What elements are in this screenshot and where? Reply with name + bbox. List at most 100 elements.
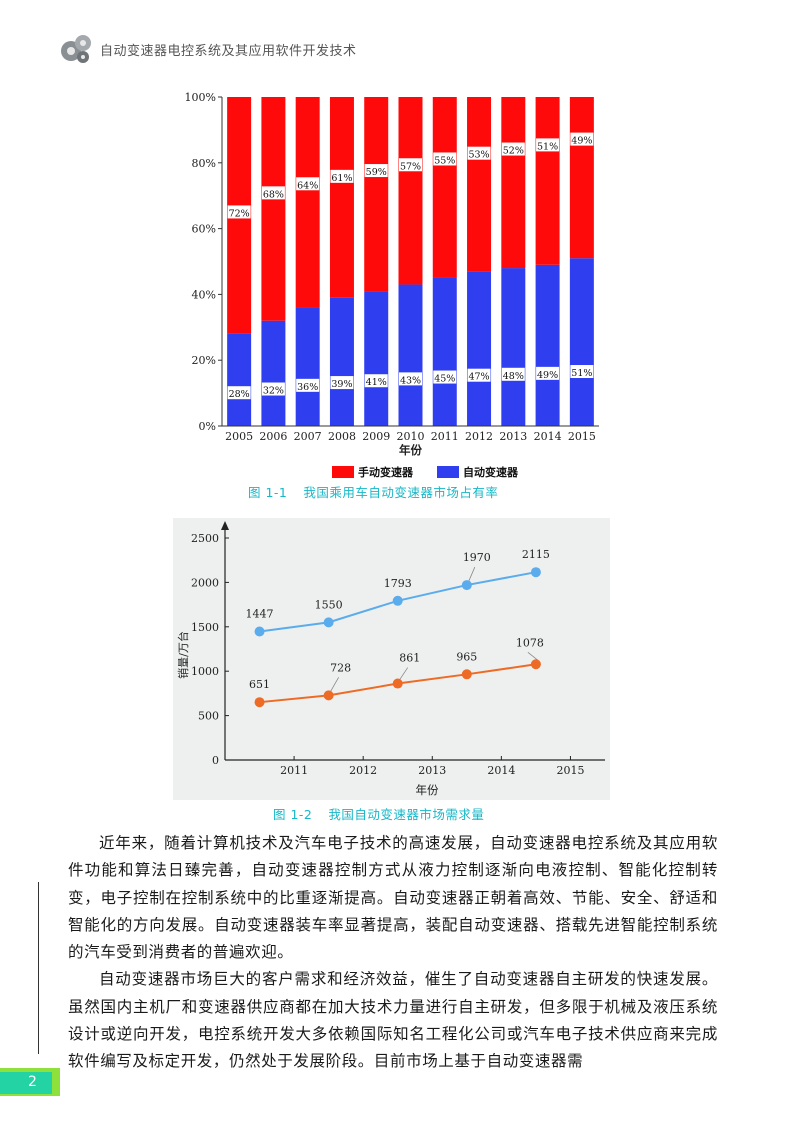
x-tick-label: 2011 [280,764,308,777]
bar-label-box [364,374,388,388]
x-tick-label: 2014 [487,764,515,777]
figure2-caption-text: 我国自动变速器市场需求量 [328,807,485,822]
bar-label-box [261,186,285,200]
label-leader [330,677,339,692]
bar-label-box [227,386,251,400]
x-tick-label: 2006 [259,430,287,443]
bar-label-box [261,382,285,396]
label-leader [399,667,409,680]
x-tick-label: 2012 [465,430,493,443]
x-axis-label: 年份 [399,443,422,457]
bar-label-manual: 49% [571,136,592,147]
header-title: 自动变速器电控系统及其应用软件开发技术 [100,44,357,59]
y-tick-label: 0% [199,420,216,433]
y-tick-label: 100% [185,91,216,104]
bar-label-box [467,146,491,160]
bar-label-auto: 32% [263,386,284,397]
body-text: 近年来，随着计算机技术及汽车电子技术的高速发展，自动变速器电控系统及其应用软件功… [68,830,718,1076]
y-tick-label: 500 [198,710,219,723]
y-tick-label: 0 [212,754,219,767]
bar-auto [501,268,526,426]
label-leader [468,566,476,582]
bar-label-manual: 64% [297,180,318,191]
data-point [254,697,265,708]
bar-auto [295,307,320,426]
bar-manual [501,97,526,269]
demand-line-chart: 0 500 1000 1500 2000 2500 2011 2012 2013 2014 2015… [176,521,605,797]
y-axis-label: 销量/万台 [176,631,190,679]
data-point [461,669,472,680]
figure1-caption-text: 我国乘用车自动变速器市场占有率 [303,485,499,500]
bar-label-box [467,368,491,382]
bar-label-box [536,366,560,380]
bar-auto [398,284,423,426]
bar-manual [261,97,286,321]
x-tick-label: 2010 [397,430,425,443]
y-tick-label: 60% [192,223,216,236]
legend-swatch-manual [332,466,354,478]
bar-label-box [227,205,251,219]
bar-label-auto: 49% [537,370,558,381]
bar-label-manual: 51% [537,141,558,152]
bar-auto [227,333,252,426]
figure2-background [173,518,610,800]
data-point [392,678,403,689]
data-label: 1078 [516,636,544,649]
bar-manual [535,97,560,265]
data-label: 965 [456,650,477,663]
bar-label-box [399,158,422,172]
bar-label-box [570,132,594,146]
bar-auto [432,277,457,426]
bar-label-auto: 51% [571,368,592,379]
bar-label-manual: 59% [366,167,387,178]
x-tick-label: 2012 [349,764,377,777]
bar-label-auto: 43% [400,375,421,386]
page-header: 自动变速器电控系统及其应用软件开发技术 [0,0,798,80]
bar-manual [295,97,320,308]
data-label: 728 [330,661,351,674]
bar-label-auto: 45% [434,374,455,385]
bar-manual [329,97,354,298]
bar-label-box [399,372,422,386]
legend-label-auto: 自动变速器 [463,465,519,479]
paragraph-2: 自动变速器市场巨大的客户需求和经济效益，催生了自动变速器自主研发的快速发展。虽然… [68,970,718,1071]
y-tick-label: 20% [192,354,216,367]
y-tick-label: 2000 [191,576,219,589]
bar-label-auto: 39% [331,379,352,390]
bar-label-box [536,138,560,152]
bar-label-auto: 36% [297,382,318,393]
bar-label-manual: 52% [503,146,524,157]
bar-label-box [296,378,320,392]
bar-label-box [501,142,525,156]
y-tick-label: 40% [192,288,216,301]
data-point [530,567,541,578]
data-point [530,659,541,670]
bar-manual [432,97,457,278]
bar-auto [535,264,560,426]
page-number: 2 [28,1074,37,1090]
bar-label-box [364,164,388,178]
bar-label-manual: 72% [229,208,250,219]
bar-label-manual: 53% [468,150,489,161]
legend-swatch-auto [437,466,459,478]
bar-auto [467,271,492,426]
data-label: 1550 [315,598,343,611]
x-tick-label: 2015 [556,764,584,777]
bar-auto [364,291,389,426]
bar-label-box [330,169,354,183]
figure2-caption: 图 1-2 我国自动变速器市场需求量 [273,804,484,823]
bar-manual [364,97,389,292]
x-tick-label: 2014 [534,430,562,443]
x-tick-label: 2005 [225,430,253,443]
paragraph-1: 近年来，随着计算机技术及汽车电子技术的高速发展，自动变速器电控系统及其应用软件功… [68,834,718,962]
market-share-stacked-bar-chart: 0% 20% 40% 60% 80% 100% 28% 72% 2005 32% 68% 2006 36… [185,91,599,479]
bar-manual [398,97,423,285]
bar-label-box [570,365,594,379]
page-tab-inner [0,1072,52,1094]
figure1-caption: 图 1-1 我国乘用车自动变速器市场占有率 [248,482,498,501]
x-tick-label: 2011 [431,430,459,443]
bar-label-box [296,177,320,191]
x-tick-label: 2013 [418,764,446,777]
x-tick-label: 2007 [294,430,322,443]
x-tick-label: 2008 [328,430,356,443]
